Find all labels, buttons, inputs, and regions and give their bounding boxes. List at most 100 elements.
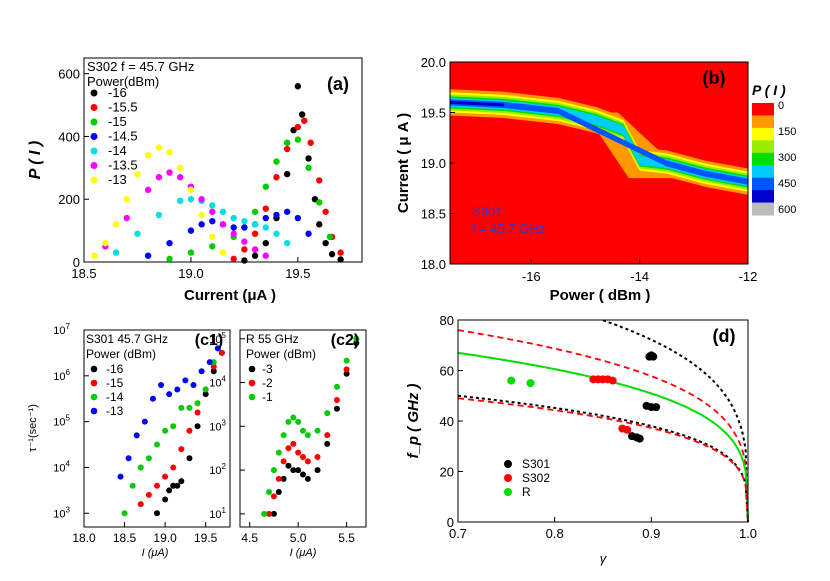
panel-c1-point <box>214 345 221 352</box>
panel-c2-point <box>270 493 277 500</box>
panel-c2-point <box>290 440 297 447</box>
panel-c2-point <box>280 475 287 482</box>
panel-a-point <box>273 174 280 181</box>
colorbar-swatch <box>752 190 774 204</box>
panel-c2-title: R 55 GHz <box>246 332 299 346</box>
panel-a-ylabel: P ( I ) <box>27 141 44 180</box>
colorbar-swatch <box>752 103 774 116</box>
panel-c1-legend-label: -13 <box>106 404 124 418</box>
panel-c2-point <box>266 488 273 495</box>
panel-a-point <box>241 257 248 264</box>
panel-c2-legend-marker <box>248 365 256 373</box>
panel-a-point <box>305 164 312 172</box>
panel-a-point <box>230 214 237 222</box>
panel-c1-point <box>170 464 177 471</box>
panel-a-ytick-label: 200 <box>58 192 80 207</box>
panel-c2-point <box>300 453 306 460</box>
panel-c2-ytick-label: 101 <box>209 506 226 521</box>
panel-a-point <box>177 174 184 181</box>
panel-b-ytick-label: 19.5 <box>421 106 446 121</box>
panel-a-legend-label: -15 <box>108 114 127 129</box>
panel-a-point <box>262 252 269 259</box>
panel-c1-xlabel: I (μA) <box>142 547 169 559</box>
panel-b-ytick-label: 19.0 <box>421 156 446 171</box>
panel-c2-point <box>324 432 331 439</box>
panel-a-point <box>305 155 312 162</box>
panel-c1: 18.0 18.5 19.0 19.5 103 104 105 106 107 (c1) S30… <box>27 322 231 559</box>
colorbar-label: 0 <box>778 100 784 112</box>
panel-a-label: (a) <box>327 74 349 94</box>
panel-c1-point <box>174 386 181 393</box>
colorbar-swatch <box>752 115 774 129</box>
panel-a-legend-marker <box>90 89 98 97</box>
panel-d-point <box>608 376 617 385</box>
panel-a-point <box>294 136 302 143</box>
panel-c1-point <box>117 473 124 480</box>
panel-a-legend-label: -14.5 <box>108 129 138 144</box>
panel-c1-xtick-label: 19.0 <box>153 531 177 545</box>
panel-a-point <box>294 123 302 131</box>
panel-c1-point <box>154 482 160 489</box>
panel-c2-point <box>314 453 321 460</box>
panel-d-xtick-label: 1.0 <box>739 526 757 541</box>
panel-b-xtick-label: -16 <box>522 269 541 284</box>
panel-d-ytick-label: 20 <box>440 465 454 480</box>
panel-c1-point <box>178 478 185 485</box>
panel-c2-point <box>275 488 282 495</box>
panel-a-legend-marker <box>90 162 98 169</box>
panel-c2-point <box>295 418 302 425</box>
panel-c2-legend-label: -2 <box>262 376 273 390</box>
panel-c2-point <box>304 475 311 482</box>
panel-c2-point <box>280 432 287 439</box>
panel-c1-point <box>129 482 136 489</box>
panel-a-legend-label: -14 <box>108 143 127 158</box>
panel-a-point <box>198 196 205 203</box>
panel-a-point <box>198 211 205 219</box>
panel-c1-point <box>145 491 152 498</box>
panel-c2-point <box>304 432 311 439</box>
panel-a-point <box>322 239 329 247</box>
panel-a-point <box>166 148 173 156</box>
panel-d-point <box>635 434 644 443</box>
panel-c1-point <box>166 487 173 494</box>
panel-a-point <box>262 224 269 231</box>
panel-a-point <box>241 224 248 231</box>
panel-c2-point <box>343 366 350 373</box>
colorbar-label: 450 <box>778 178 796 190</box>
panel-a-point <box>251 208 259 215</box>
panel-c2-point <box>275 475 282 482</box>
panel-a-point <box>294 214 302 222</box>
panel-a-point <box>273 230 280 237</box>
panel-c1-xtick-label: 19.5 <box>194 531 218 545</box>
panel-b-label: (b) <box>703 68 726 88</box>
panel-c1-ytick-label: 107 <box>53 322 70 337</box>
panel-c1-legend-marker <box>90 365 98 373</box>
panel-a-point <box>241 218 248 225</box>
panel-d-ylabel: f_p ( GHz ) <box>405 384 422 459</box>
panel-a-point <box>209 218 216 225</box>
panel-c2-point <box>290 414 297 421</box>
panel-c2-legend-label: -1 <box>262 390 273 404</box>
colorbar-swatch <box>752 140 774 154</box>
panel-a-point <box>187 196 195 203</box>
panel-a-point <box>322 208 329 215</box>
panel-c1-ytick-label: 106 <box>53 368 70 383</box>
panel-d-label: (d) <box>713 326 736 346</box>
panel-a-point <box>166 169 173 176</box>
panel-c1-point <box>182 377 189 384</box>
panel-a-ytick-label: 0 <box>73 255 80 270</box>
panel-c1-point <box>190 381 197 388</box>
panel-c1-point <box>121 510 128 517</box>
panel-a-point <box>283 145 291 153</box>
panel-c1-point <box>162 473 169 480</box>
panel-c1-xtick-label: 18.0 <box>72 531 96 545</box>
panel-d-frame <box>457 319 749 523</box>
panel-b-xlabel: Power ( dBm ) <box>550 287 651 304</box>
panel-c2-legend-label: -3 <box>262 362 273 376</box>
panel-c2-point <box>295 449 302 456</box>
panel-a-point <box>262 183 269 190</box>
panel-d-fit-curve <box>602 319 749 523</box>
colorbar-swatch <box>752 165 774 179</box>
